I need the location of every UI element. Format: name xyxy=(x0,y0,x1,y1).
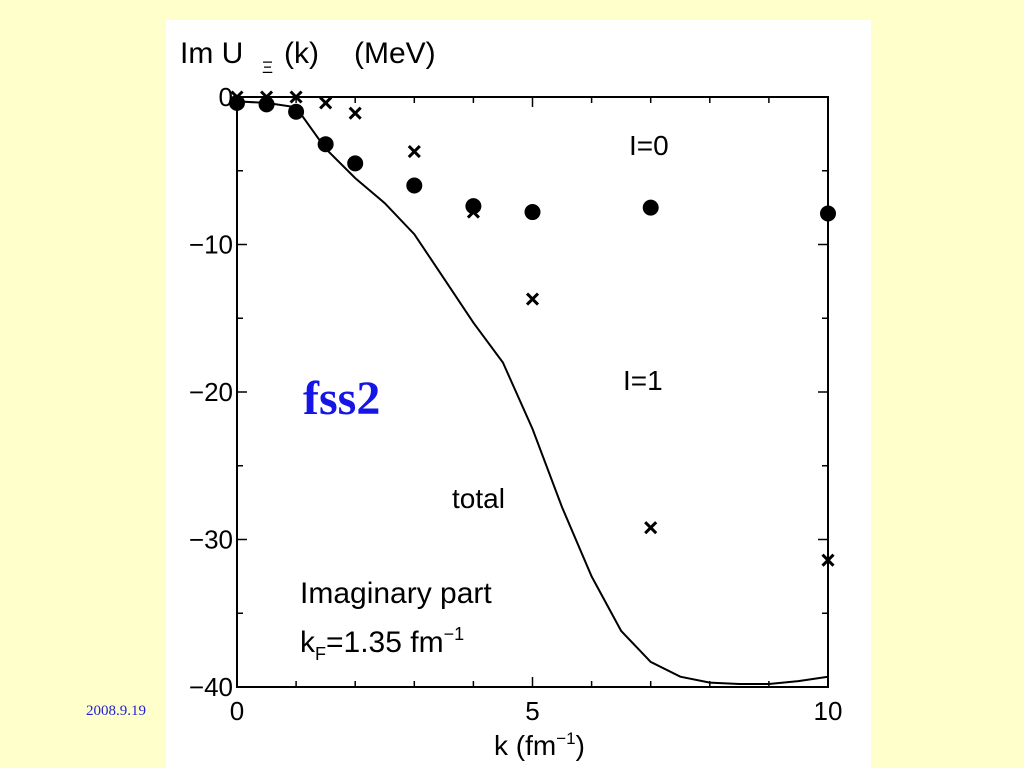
point-i1 xyxy=(289,90,303,104)
point-i1-stroke xyxy=(407,145,421,159)
point-i0 xyxy=(524,204,541,221)
point-i1-stroke xyxy=(348,106,362,120)
point-i1 xyxy=(348,106,362,120)
chart-title-unit: (MeV) xyxy=(354,37,436,70)
x-axis-label: k (fm−1) xyxy=(494,729,585,761)
point-i0 xyxy=(642,199,659,216)
point-i1-stroke xyxy=(644,521,658,535)
label-imaginary-part: Imaginary part xyxy=(300,577,492,610)
point-i1-stroke xyxy=(289,90,303,104)
point-i0 xyxy=(288,103,305,120)
figure-panel xyxy=(166,20,871,768)
slide-date: 2008.9.19 xyxy=(86,703,146,719)
chart-title: Im U xyxy=(180,37,243,70)
y-tick-label: −30 xyxy=(189,525,233,555)
series-line-total xyxy=(236,100,829,685)
point-i1 xyxy=(644,521,658,535)
point-i1 xyxy=(319,96,333,110)
point-i0 xyxy=(347,155,364,172)
label-i1: I=1 xyxy=(623,365,663,396)
point-i1 xyxy=(259,90,274,104)
label-i0: I=0 xyxy=(629,130,669,161)
point-i1 xyxy=(407,145,421,159)
point-i1-stroke xyxy=(319,96,333,110)
y-tick-label: −10 xyxy=(189,230,233,260)
point-i1-stroke xyxy=(821,553,835,567)
point-i1-stroke xyxy=(466,205,480,219)
label-total: total xyxy=(452,483,505,514)
point-i1-stroke xyxy=(525,292,540,306)
y-tick-label: −20 xyxy=(189,377,233,407)
x-tick-label: 0 xyxy=(230,696,244,726)
point-i0 xyxy=(406,177,423,194)
point-i1-stroke xyxy=(230,90,244,104)
point-i1 xyxy=(525,292,540,306)
x-tick-label: 10 xyxy=(814,696,843,726)
point-i1 xyxy=(821,553,835,567)
point-i1-stroke xyxy=(259,90,274,104)
chart-title-subscript: Ξ xyxy=(262,58,273,77)
x-tick-label: 5 xyxy=(525,696,539,726)
chart-title-arg: (k) xyxy=(284,37,319,70)
plot-series xyxy=(229,90,836,685)
label-kf: kF=1.35 fm−1 xyxy=(300,624,464,664)
point-i0 xyxy=(317,136,334,153)
axis-tick-labels: 0 5 100−10−20−30−40 xyxy=(189,82,843,726)
label-fss2: fss2 xyxy=(303,372,380,425)
point-i0 xyxy=(820,205,836,222)
point-i1 xyxy=(466,205,480,219)
y-tick-label: −40 xyxy=(189,672,233,702)
